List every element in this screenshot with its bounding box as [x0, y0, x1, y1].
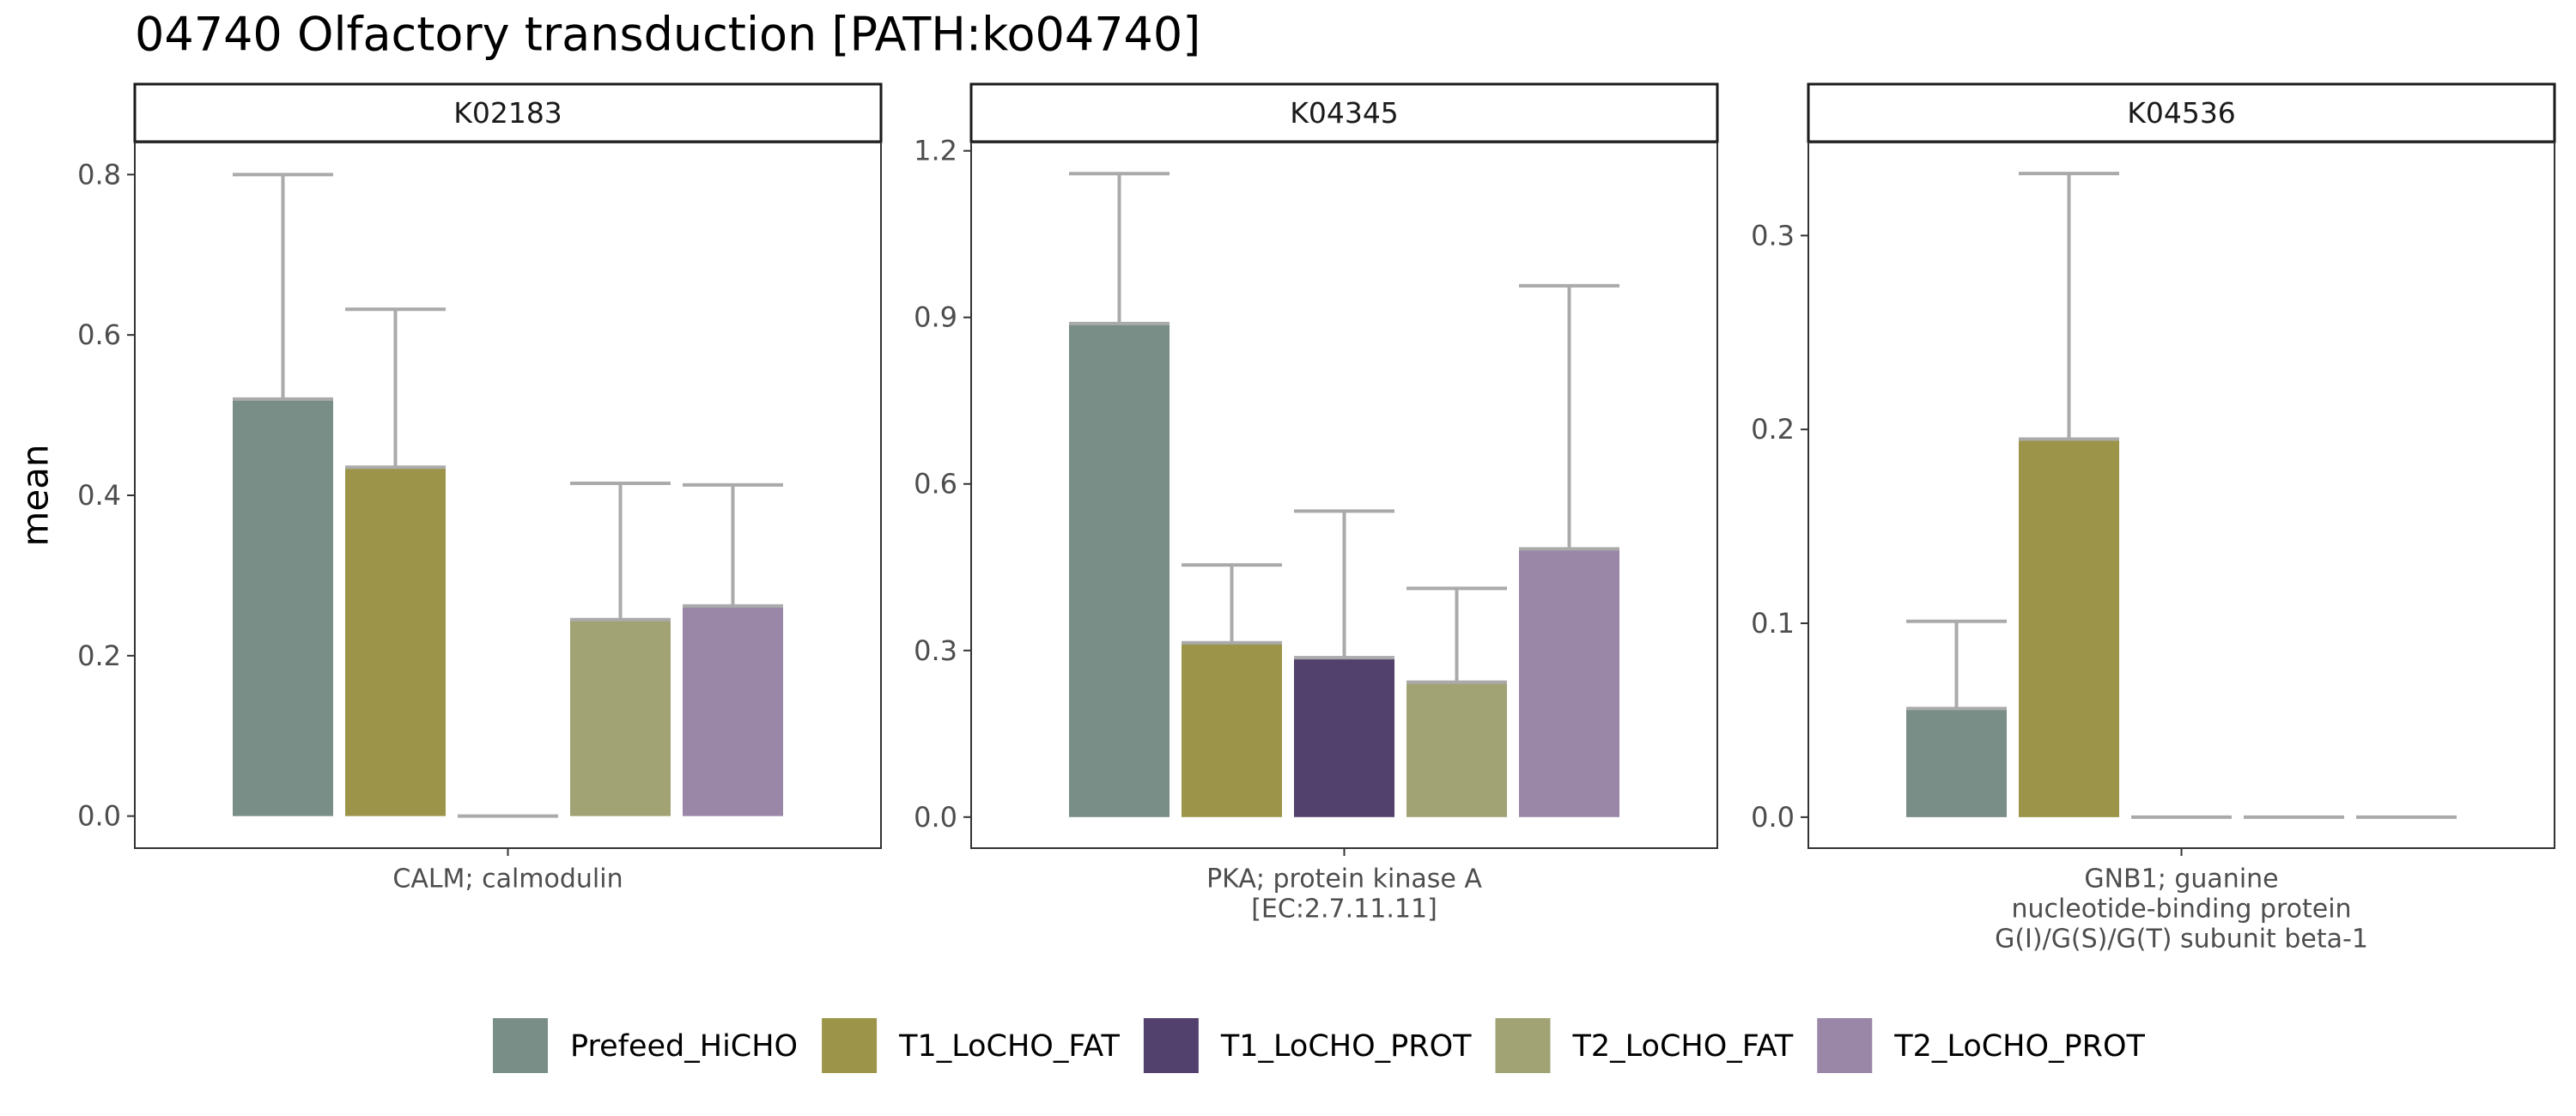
- x-tick-label: [EC:2.7.11.11]: [1251, 895, 1437, 925]
- bar: [345, 467, 446, 816]
- x-tick-label: G(I)/G(S)/G(T) subunit beta-1: [1995, 925, 2368, 955]
- error-bar: [1069, 172, 1170, 325]
- y-tick-label: 0.0: [914, 801, 957, 834]
- y-tick-label: 0.3: [1751, 219, 1795, 252]
- x-tick-label: CALM; calmodulin: [392, 864, 623, 895]
- strip: [133, 82, 883, 143]
- error-bar: [1906, 619, 2007, 711]
- legend-key: [1495, 1018, 1551, 1073]
- legend-key: [1817, 1018, 1873, 1073]
- error-bar: [1519, 283, 1619, 551]
- legend-key: [493, 1018, 548, 1073]
- strip: [1807, 82, 2556, 143]
- facet-title: K04345: [1290, 96, 1399, 130]
- error-bar: [2019, 172, 2119, 441]
- bar: [683, 605, 783, 816]
- y-tick-label: 0.6: [914, 468, 957, 500]
- y-tick-label: 0.1: [1751, 607, 1795, 640]
- y-tick-label: 0.2: [77, 640, 121, 672]
- bar: [2019, 439, 2119, 817]
- error-bar: [683, 482, 783, 608]
- bar: [570, 619, 671, 816]
- legend-label: Prefeed_HiCHO: [570, 1029, 798, 1064]
- y-tick-label: 0.8: [77, 158, 121, 191]
- legend-label: T2_LoCHO_FAT: [1572, 1029, 1794, 1064]
- error-bar: [570, 481, 671, 622]
- x-tick-label: GNB1; guanine: [2084, 864, 2278, 895]
- bar: [1906, 708, 2007, 817]
- y-tick-label: 1.2: [914, 135, 957, 167]
- bar: [1294, 658, 1394, 817]
- legend-key: [1143, 1018, 1199, 1073]
- y-tick-label: 0.6: [77, 318, 121, 351]
- bar: [1069, 323, 1170, 817]
- bar: [1182, 642, 1282, 817]
- y-tick-label: 0.4: [77, 479, 121, 512]
- facet-title: K04536: [2127, 96, 2236, 130]
- legend-key: [822, 1018, 878, 1073]
- x-tick-label: PKA; protein kinase A: [1206, 864, 1482, 895]
- x-tick-label: nucleotide-binding protein: [2011, 895, 2351, 925]
- y-tick-label: 0.3: [914, 634, 957, 667]
- error-bar: [1294, 509, 1394, 660]
- y-tick-label: 0.2: [1751, 413, 1795, 446]
- y-axis-label: mean: [15, 444, 57, 546]
- error-bar: [1406, 586, 1507, 684]
- bar: [1406, 682, 1507, 817]
- legend-label: T1_LoCHO_FAT: [898, 1029, 1120, 1064]
- error-bar: [345, 307, 446, 470]
- error-bar: [233, 173, 333, 401]
- chart-title: 04740 Olfactory transduction [PATH:ko047…: [135, 8, 1200, 62]
- legend-label: T1_LoCHO_PROT: [1220, 1029, 1472, 1064]
- y-tick-label: 0.9: [914, 301, 957, 334]
- legend-label: T2_LoCHO_PROT: [1893, 1029, 2145, 1064]
- y-tick-label: 0.0: [1751, 801, 1795, 834]
- error-bar: [1182, 563, 1282, 645]
- bar: [233, 398, 333, 816]
- y-tick-label: 0.0: [77, 800, 121, 833]
- facet-title: K02183: [453, 96, 562, 130]
- bar: [1519, 549, 1619, 817]
